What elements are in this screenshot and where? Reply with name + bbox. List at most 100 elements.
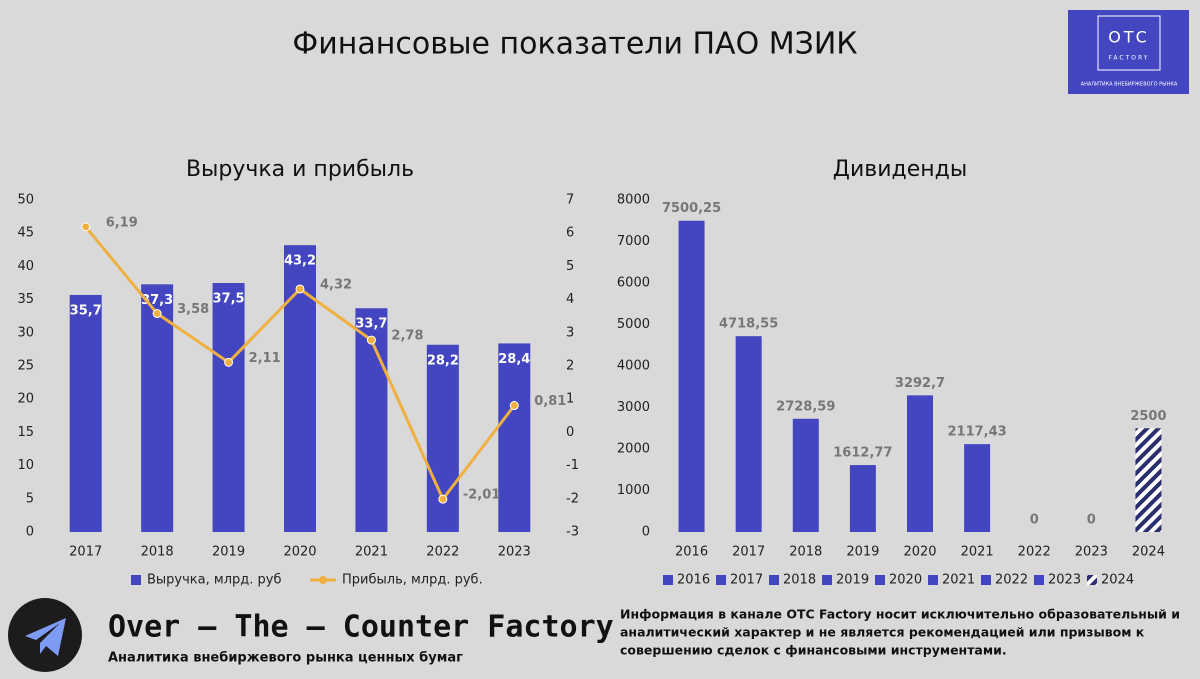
- legend-label: 2018: [783, 573, 816, 588]
- data-label: 2500: [1130, 409, 1166, 424]
- bar: [141, 284, 174, 532]
- x-tick-label: 2019: [212, 545, 245, 560]
- x-tick-label: 2023: [1075, 545, 1108, 560]
- legend-marker: [1087, 575, 1097, 585]
- line-point: [366, 335, 376, 345]
- x-tick-label: 2021: [961, 545, 994, 560]
- page-title: Финансовые показатели ПАО МЗИК: [292, 27, 857, 62]
- y2-tick-label: -1: [566, 458, 579, 473]
- legend-label: Выручка, млрд. руб: [147, 573, 281, 588]
- logo-name: FACTORY: [1109, 55, 1150, 62]
- data-label: 2117,43: [948, 425, 1007, 440]
- legend-marker: [822, 575, 832, 585]
- bar: [355, 308, 388, 532]
- y2-tick-label: -3: [566, 525, 579, 540]
- x-tick-label: 2020: [283, 545, 316, 560]
- y-tick-label: 8000: [617, 193, 650, 208]
- legend-marker: [875, 575, 885, 585]
- y2-tick-label: -2: [566, 491, 579, 506]
- legend-label: 2021: [942, 573, 975, 588]
- disclaimer-line: аналитический характер и не является рек…: [620, 625, 1145, 640]
- data-label: 4718,55: [719, 317, 778, 332]
- logo-caption: АНАЛИТИКА ВНЕБИРЖЕВОГО РЫНКА: [1081, 82, 1178, 88]
- data-label: 28,4: [498, 352, 530, 367]
- y2-tick-label: 1: [566, 392, 574, 407]
- bar: [735, 336, 762, 532]
- line-point: [152, 309, 162, 319]
- data-label: 37,5: [213, 292, 245, 307]
- y-tick-label: 5000: [617, 317, 650, 332]
- bar: [907, 395, 933, 532]
- y2-tick-label: 5: [566, 259, 574, 274]
- x-tick-label: 2017: [69, 545, 102, 560]
- y2-tick-label: 2: [566, 359, 574, 374]
- y-tick-label: 35: [17, 292, 34, 307]
- y-tick-label: 7000: [617, 234, 650, 249]
- y2-tick-label: 4: [566, 292, 574, 307]
- data-label: 0,81: [534, 394, 566, 409]
- chart-title: Дивиденды: [833, 157, 967, 182]
- legend-label: 2023: [1048, 573, 1081, 588]
- bar: [498, 343, 531, 532]
- y-tick-label: 25: [17, 359, 34, 374]
- legend-label: Прибыль, млрд. руб.: [342, 573, 483, 588]
- bar: [69, 294, 102, 532]
- x-tick-label: 2021: [355, 545, 388, 560]
- y-tick-label: 15: [17, 425, 34, 440]
- logo: OTC FACTORY АНАЛИТИКА ВНЕБИРЖЕВОГО РЫНКА: [1068, 10, 1189, 94]
- y2-tick-label: 3: [566, 325, 574, 340]
- y2-tick-label: 6: [566, 226, 574, 241]
- y-tick-label: 5: [26, 491, 34, 506]
- line-point: [81, 222, 91, 232]
- y-tick-label: 0: [642, 525, 650, 540]
- x-tick-label: 2022: [1018, 545, 1051, 560]
- x-tick-label: 2022: [426, 545, 459, 560]
- logo-mark: OTC: [1108, 28, 1150, 47]
- y-tick-label: 1000: [617, 483, 650, 498]
- y-tick-label: 2000: [617, 442, 650, 457]
- chart-title: Выручка и прибыль: [186, 157, 414, 182]
- legend-marker: [769, 575, 779, 585]
- data-label: 35,7: [70, 303, 102, 318]
- data-label: 0: [1087, 513, 1096, 528]
- bar: [426, 344, 459, 532]
- y-tick-label: 45: [17, 226, 34, 241]
- data-label: -2,01: [463, 488, 500, 503]
- legend-label: 2019: [836, 573, 869, 588]
- y-tick-label: 6000: [617, 276, 650, 291]
- data-label: 2,78: [391, 329, 423, 344]
- data-label: 33,7: [355, 317, 387, 332]
- x-tick-label: 2023: [498, 545, 531, 560]
- legend-marker: [1034, 575, 1044, 585]
- y-tick-label: 40: [17, 259, 34, 274]
- x-tick-label: 2019: [846, 545, 879, 560]
- x-tick-label: 2024: [1132, 545, 1165, 560]
- x-tick-label: 2018: [141, 545, 174, 560]
- y-tick-label: 50: [17, 193, 34, 208]
- logo-frame: [1097, 15, 1161, 71]
- data-label: 0: [1030, 513, 1039, 528]
- logo-box: [1068, 10, 1189, 94]
- x-tick-label: 2017: [732, 545, 765, 560]
- y2-tick-label: 7: [566, 193, 574, 208]
- data-label: 2,11: [249, 351, 281, 366]
- bar: [792, 418, 819, 532]
- legend-label: 2020: [889, 573, 922, 588]
- legend-marker: [131, 575, 141, 585]
- disclaimer-line: совершению сделок с финансовыми инструме…: [620, 643, 1007, 658]
- legend-marker: [981, 575, 991, 585]
- legend-label: 2022: [995, 573, 1028, 588]
- disclaimer-line: Информация в канале OTC Factory носит ис…: [620, 607, 1180, 622]
- y2-tick-label: 0: [566, 425, 574, 440]
- y-tick-label: 0: [26, 525, 34, 540]
- data-label: 1612,77: [833, 446, 892, 461]
- y-tick-label: 30: [17, 325, 34, 340]
- legend-marker: [928, 575, 938, 585]
- x-tick-label: 2018: [789, 545, 822, 560]
- brand: Over – The – Counter Factory: [108, 610, 614, 645]
- telegram-plane: [25, 618, 66, 656]
- data-label: 2728,59: [776, 399, 835, 414]
- y-tick-label: 10: [17, 458, 34, 473]
